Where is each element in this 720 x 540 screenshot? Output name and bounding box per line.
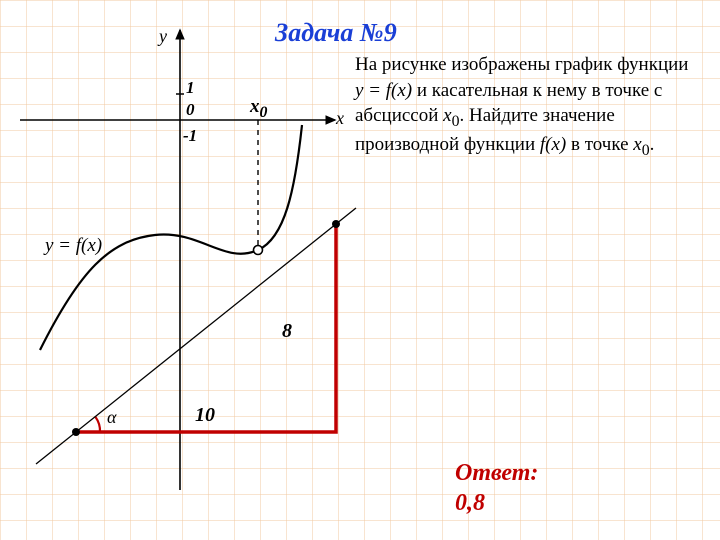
coordinate-plot — [0, 20, 360, 500]
tick-zero: 0 — [186, 100, 195, 120]
tick-minus-one: -1 — [183, 126, 197, 146]
angle-arc — [96, 417, 101, 432]
x-axis-label: x — [336, 108, 344, 129]
problem-statement: На рисунке изображены график функции y =… — [355, 52, 695, 162]
triangle-base-label: 10 — [195, 404, 215, 427]
task-title: Задача №9 — [275, 18, 397, 48]
tick-one: 1 — [186, 78, 195, 98]
x0-var: x — [250, 96, 260, 117]
triangle-height-label: 8 — [282, 320, 292, 343]
answer-label: Ответ: — [455, 460, 538, 487]
tangency-point — [254, 246, 263, 255]
x0-label: x0 — [250, 96, 267, 122]
triangle-angle-label: α — [107, 407, 116, 428]
function-label: y = f(x) — [45, 235, 102, 257]
tangent-point-upper — [332, 220, 340, 228]
y-axis-label: y — [159, 26, 167, 47]
x0-sub: 0 — [260, 104, 268, 121]
tangent-point-lower — [72, 428, 80, 436]
answer-value: 0,8 — [455, 490, 485, 517]
